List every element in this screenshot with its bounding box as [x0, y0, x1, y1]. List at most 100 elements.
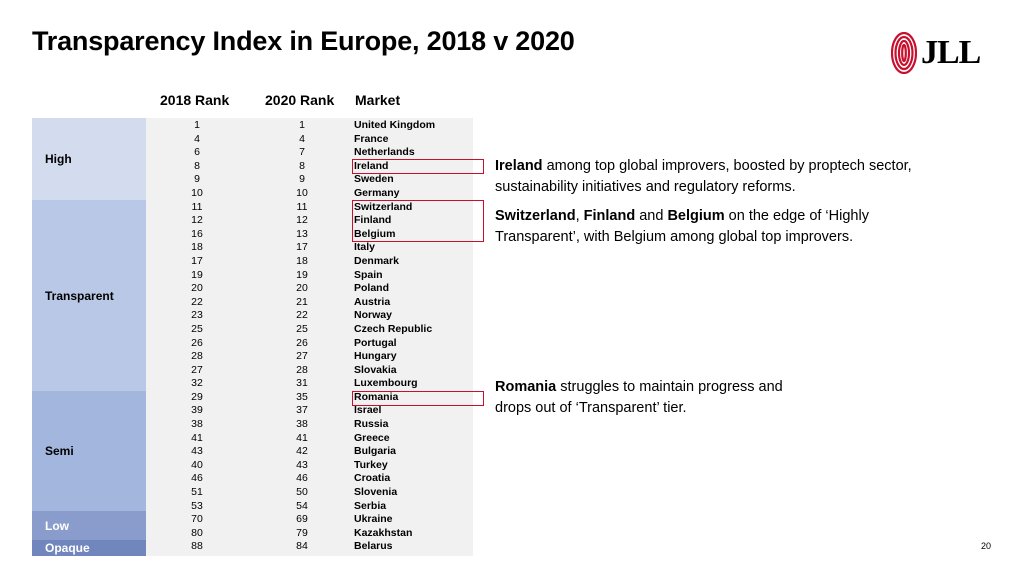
header-2018-rank: 2018 Rank	[160, 92, 230, 108]
rank-2018-cell: 32	[191, 377, 203, 390]
header-2020-rank: 2020 Rank	[265, 92, 335, 108]
rank-2020-cell: 28	[296, 363, 308, 376]
market-cell: United Kingdom	[354, 119, 436, 131]
market-cell: Belarus	[354, 540, 393, 553]
callout-switzerland: Switzerland, Finland and Belgium on the …	[495, 206, 945, 248]
rank-2020-cell: 4	[299, 132, 305, 145]
market-cell: Romania	[354, 390, 399, 403]
rank-2020-cell: 8	[299, 159, 305, 172]
rank-2020-cell: 42	[296, 445, 308, 458]
rank-2020-cell: 9	[299, 173, 305, 186]
rank-2018-cell: 41	[191, 431, 203, 444]
rank-2018-cell: 17	[191, 254, 203, 267]
rank-2020-cell: 19	[296, 268, 308, 281]
rank-2018-cell: 29	[191, 390, 203, 403]
header-market: Market	[355, 92, 401, 108]
rank-2020-cell: 50	[296, 486, 308, 499]
rank-2018-cell: 1	[194, 119, 200, 131]
tier-opaque: Opaque	[32, 540, 146, 556]
rank-2018-cell: 10	[191, 186, 203, 199]
market-cell: Spain	[354, 268, 383, 281]
callout-ireland-bold: Ireland	[495, 158, 543, 174]
rank-2020-cell: 21	[296, 295, 308, 308]
market-cell: Luxembourg	[354, 377, 418, 390]
jll-logo: JLL	[891, 32, 981, 74]
rank-2018-cell: 6	[194, 146, 200, 159]
rank-2018-cell: 25	[191, 322, 203, 335]
market-cell: Switzerland	[354, 200, 413, 213]
market-cell: Israel	[354, 404, 382, 417]
highlight-romania	[352, 391, 484, 406]
market-cell: Sweden	[354, 173, 394, 186]
rank-2020-cell: 25	[296, 322, 308, 335]
rank-2020-cell: 79	[296, 526, 308, 539]
rank-2018-cell: 40	[191, 458, 203, 471]
market-cell: Austria	[354, 295, 391, 308]
callout-finland-bold: Finland	[583, 208, 636, 224]
highlight-ireland	[352, 159, 484, 174]
market-cell: Belgium	[354, 227, 396, 240]
market-cell: Serbia	[354, 499, 387, 512]
market-cell: Netherlands	[354, 146, 415, 159]
tier-low: Low	[32, 511, 146, 540]
rank-2020-cell: 27	[296, 350, 308, 363]
rank-2018-cell: 4	[194, 132, 200, 145]
market-cell: Czech Republic	[354, 322, 433, 335]
rank-2018-cell: 9	[194, 173, 200, 186]
callout-romania-text: struggles to maintain progress and drops…	[495, 379, 783, 416]
rank-2018-cell: 46	[191, 472, 203, 485]
market-cell: Poland	[354, 282, 390, 295]
rank-2018-cell: 20	[191, 282, 203, 295]
rank-2018-cell: 16	[191, 227, 203, 240]
rank-2020-cell: 18	[296, 254, 308, 267]
rank-2018-cell: 19	[191, 268, 203, 281]
tier-transparent: Transparent	[32, 200, 146, 391]
rank-2018-cell: 18	[191, 241, 203, 254]
rank-2018-cell: 12	[191, 214, 203, 227]
page-title: Transparency Index in Europe, 2018 v 202…	[32, 26, 575, 56]
market-cell: Ireland	[354, 159, 389, 172]
rank-2018-cell: 8	[194, 159, 200, 172]
table-background	[146, 118, 473, 556]
rank-2020-cell: 38	[296, 418, 308, 431]
callout-ireland-text: among top global improvers, boosted by p…	[495, 158, 912, 195]
highlight-switzerland-finland-belgium	[352, 200, 484, 242]
rank-2020-cell: 17	[296, 241, 308, 254]
rank-2020-cell: 22	[296, 309, 308, 322]
rank-2020-cell: 31	[296, 377, 308, 390]
callout-romania: Romania struggles to maintain progress a…	[495, 377, 815, 419]
market-cell: Norway	[354, 309, 392, 322]
market-cell: Turkey	[354, 458, 388, 471]
jll-logo-icon	[891, 32, 917, 74]
callout-switzerland-bold: Switzerland	[495, 208, 576, 224]
market-cell: Slovenia	[354, 486, 398, 499]
rank-2018-cell: 88	[191, 540, 203, 553]
rank-2020-cell: 35	[296, 390, 308, 403]
rank-2020-cell: 84	[296, 540, 308, 553]
market-cell: Germany	[354, 186, 400, 199]
callout-switzerland-text: on the edge of ‘Highly Transparent’, wit…	[495, 208, 869, 245]
rank-2018-cell: 22	[191, 295, 203, 308]
rank-2020-cell: 7	[299, 146, 305, 159]
rank-2020-cell: 10	[296, 186, 308, 199]
market-cell: Greece	[354, 431, 390, 444]
rank-2018-cell: 39	[191, 404, 203, 417]
rank-2020-cell: 46	[296, 472, 308, 485]
rank-2018-cell: 26	[191, 336, 203, 349]
rank-2020-cell: 1	[299, 119, 305, 131]
rank-2018-cell: 43	[191, 445, 203, 458]
market-cell: Russia	[354, 418, 389, 431]
rank-2020-cell: 69	[296, 513, 308, 526]
rank-2020-cell: 54	[296, 499, 308, 512]
market-cell: Croatia	[354, 472, 391, 485]
market-cell: Slovakia	[354, 363, 397, 376]
rank-2018-cell: 70	[191, 513, 203, 526]
callout-romania-bold: Romania	[495, 379, 557, 395]
rank-2020-cell: 37	[296, 404, 308, 417]
rank-2018-cell: 11	[191, 200, 203, 213]
market-cell: Hungary	[354, 350, 397, 363]
tier-high: High	[32, 118, 146, 200]
rank-2018-cell: 28	[191, 350, 203, 363]
callout-ireland: Ireland among top global improvers, boos…	[495, 156, 945, 198]
market-cell: Portugal	[354, 336, 397, 349]
